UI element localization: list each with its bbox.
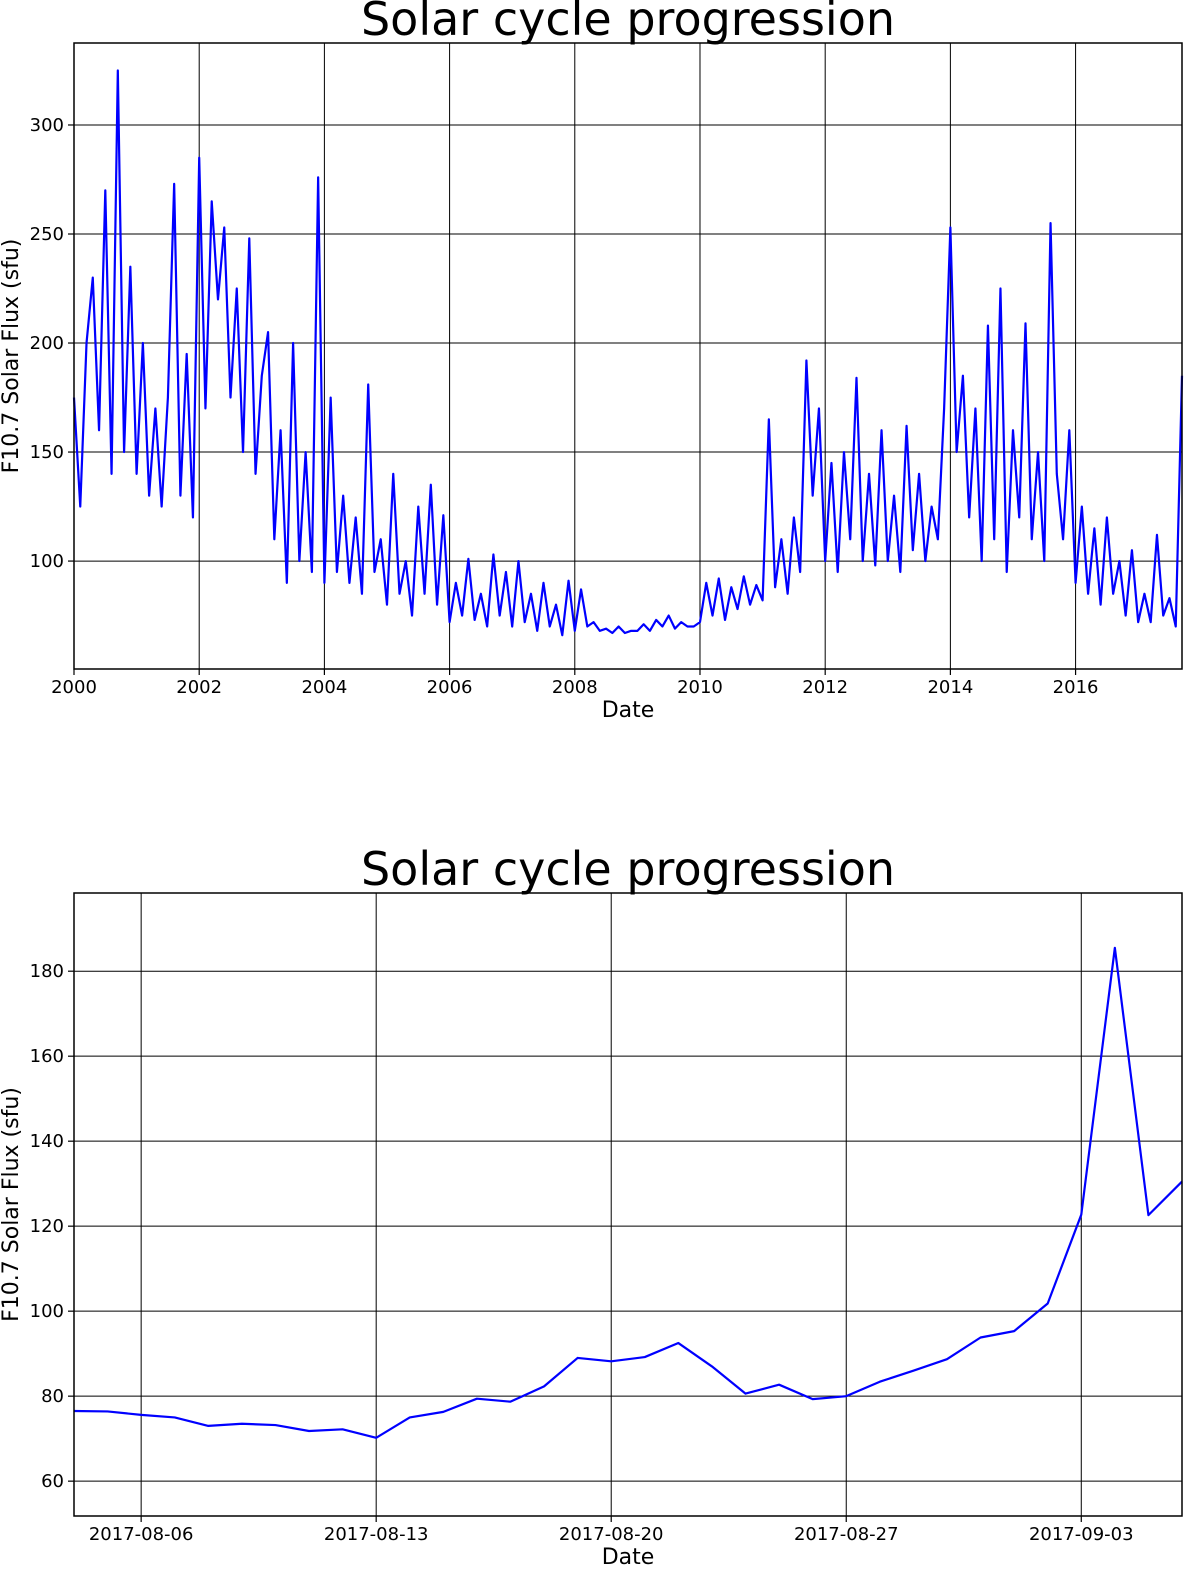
y-tick-label: 200 — [30, 333, 64, 354]
x-tick-label: 2010 — [677, 677, 723, 698]
y-axis-label: F10.7 Solar Flux (sfu) — [0, 1087, 24, 1322]
x-tick-label: 2008 — [552, 677, 598, 698]
y-tick-label: 80 — [41, 1386, 64, 1407]
y-tick-label: 100 — [30, 1301, 64, 1322]
chart-title: Solar cycle progression — [361, 0, 895, 46]
x-tick-label: 2012 — [802, 677, 848, 698]
x-tick-label: 2000 — [51, 677, 97, 698]
y-tick-label: 160 — [30, 1046, 64, 1067]
y-tick-label: 100 — [30, 551, 64, 572]
y-tick-label: 250 — [30, 224, 64, 245]
x-tick-label: 2017-08-06 — [89, 1524, 194, 1545]
y-axis-label: F10.7 Solar Flux (sfu) — [0, 239, 24, 474]
plot-frame — [73, 42, 1183, 670]
x-tick-label: 2002 — [176, 677, 222, 698]
x-tick-label: 2017-08-13 — [324, 1524, 429, 1545]
y-tick-label: 180 — [30, 961, 64, 982]
x-tick-label: 2017-09-03 — [1029, 1524, 1134, 1545]
y-tick-label: 120 — [30, 1216, 64, 1237]
y-tick-label: 300 — [30, 115, 64, 136]
series-line — [72, 69, 1184, 637]
x-tick-label: 2016 — [1053, 677, 1099, 698]
x-tick-label: 2004 — [301, 677, 347, 698]
x-tick-label: 2017-08-27 — [794, 1524, 899, 1545]
x-tick-label: 2017-08-20 — [559, 1524, 664, 1545]
y-tick-label: 150 — [30, 442, 64, 463]
plot-frame — [73, 892, 1183, 1517]
chart-title: Solar cycle progression — [361, 842, 895, 896]
x-axis-label: Date — [602, 1545, 655, 1570]
x-axis-label: Date — [602, 698, 655, 723]
y-tick-label: 60 — [41, 1471, 64, 1492]
y-tick-label: 140 — [30, 1131, 64, 1152]
x-tick-label: 2006 — [427, 677, 473, 698]
x-tick-label: 2014 — [927, 677, 973, 698]
series-line — [73, 946, 1183, 1439]
